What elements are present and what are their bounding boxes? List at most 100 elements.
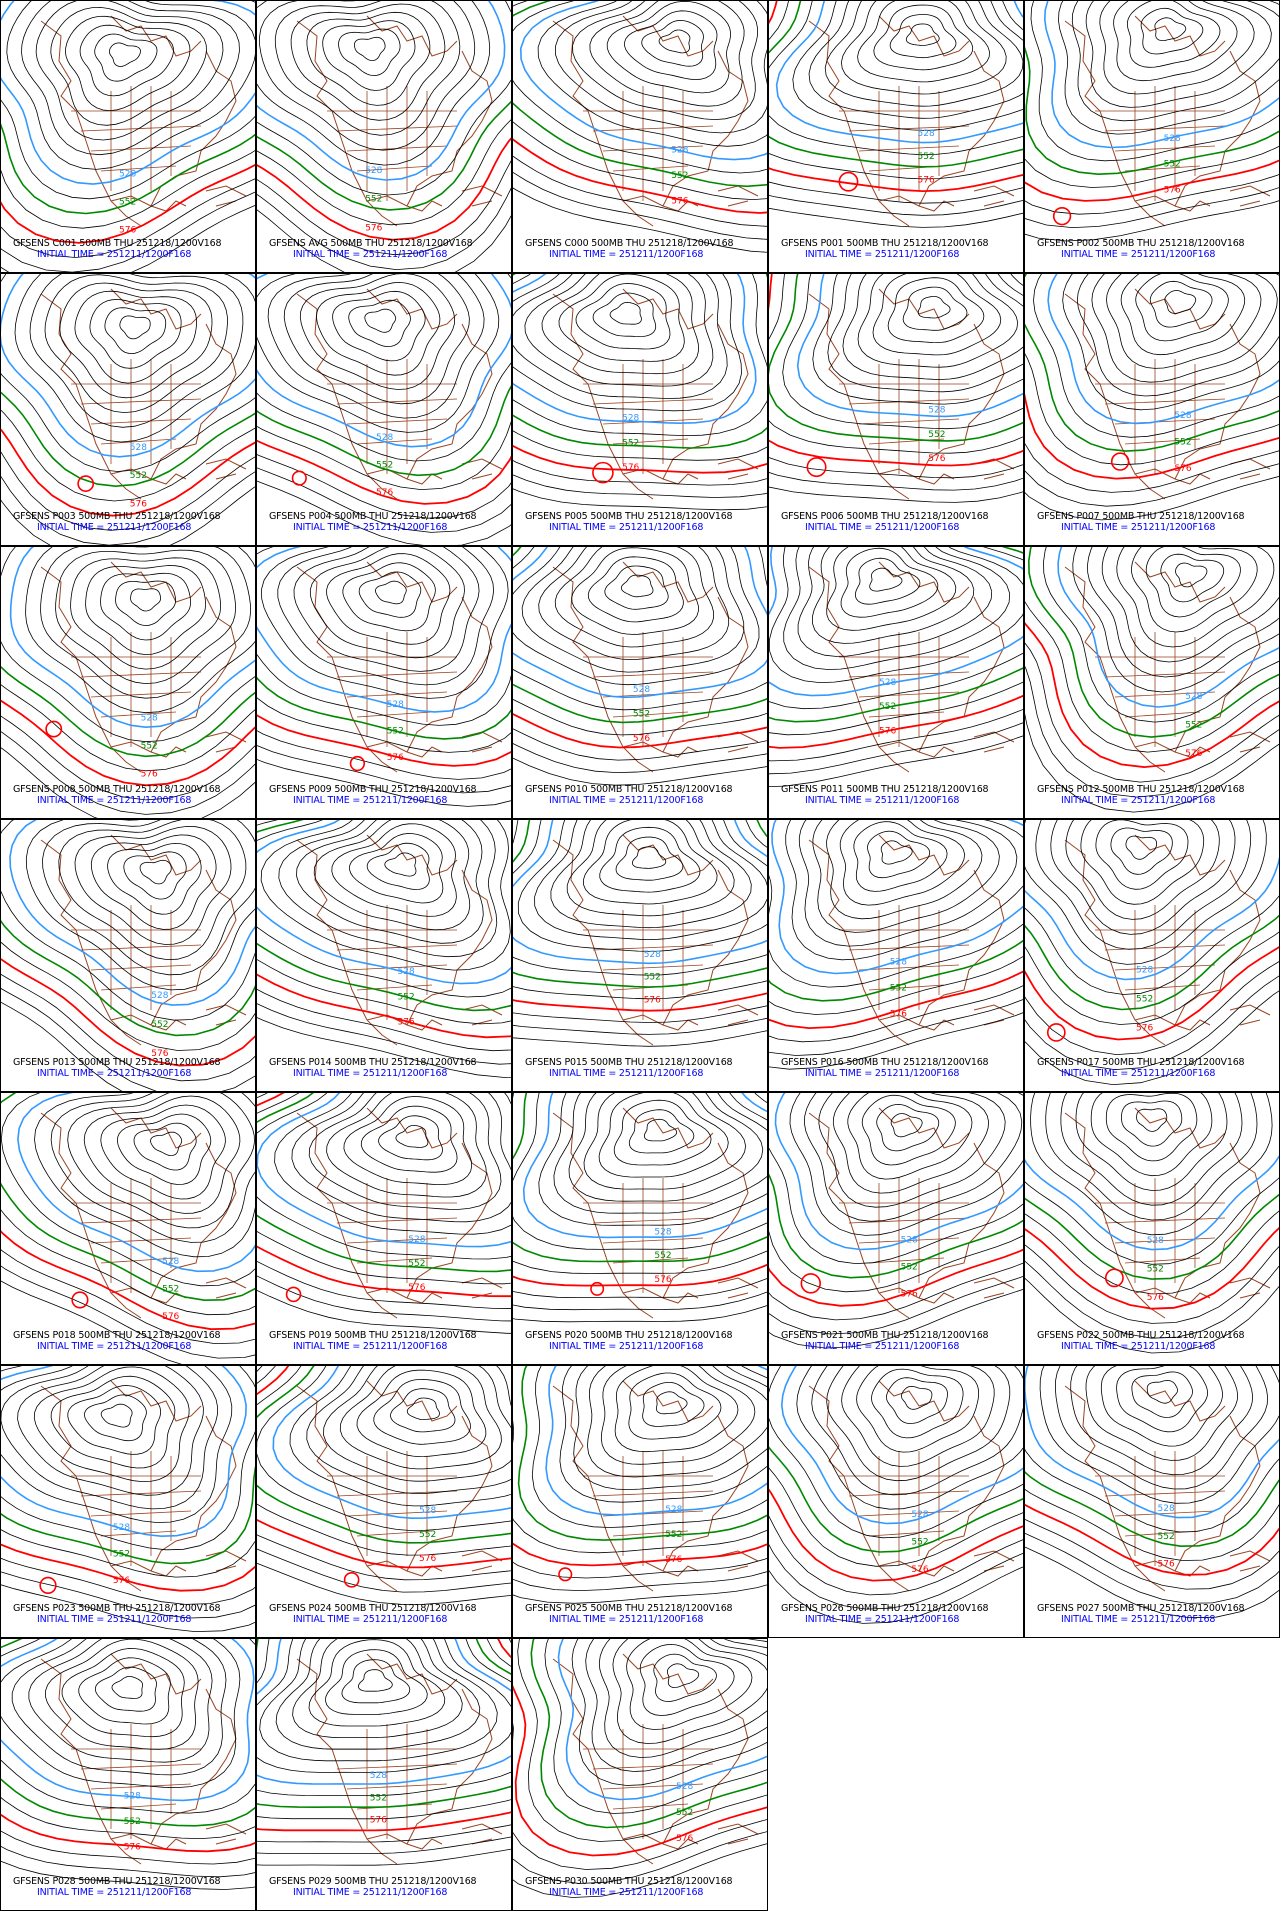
- height-contour: [257, 160, 511, 256]
- contour-576: [257, 137, 511, 241]
- contour-552-label: 552: [665, 1530, 682, 1540]
- height-contour: [308, 1093, 502, 1210]
- height-contour: [609, 301, 642, 325]
- coastline: [40, 288, 247, 500]
- contour-576: [513, 1542, 767, 1567]
- coastline: [552, 834, 759, 1046]
- height-contour: [59, 282, 213, 399]
- height-contour: [1121, 1100, 1183, 1147]
- height-contour: [373, 1378, 471, 1445]
- initial-time: INITIAL TIME = 251211/1200F168: [805, 1614, 960, 1625]
- height-contour: [513, 460, 767, 486]
- initial-time: INITIAL TIME = 251211/1200F168: [1061, 249, 1216, 260]
- contour-576-label: 576: [141, 769, 158, 779]
- contour-576: [1025, 622, 1279, 769]
- closed-576-contour: [77, 475, 95, 493]
- height-contour: [1025, 895, 1279, 995]
- height-contour: [1035, 820, 1252, 950]
- height-contour: [67, 1093, 255, 1229]
- height-contour: [1, 486, 255, 545]
- height-contour: [769, 547, 1023, 684]
- map-panel-p030: 528 552 576 GFSENS P030 500MB THU 251218/12…: [512, 1638, 768, 1911]
- contour-528-label: 528: [119, 169, 136, 179]
- state-borders: [71, 359, 202, 474]
- initial-time: INITIAL TIME = 251211/1200F168: [37, 522, 192, 533]
- contour-552: [1, 665, 255, 758]
- contour-576: [1, 958, 255, 1067]
- height-contour: [1025, 1448, 1279, 1533]
- height-contour: [769, 1093, 1023, 1265]
- height-contour: [541, 274, 700, 375]
- contour-576-label: 576: [911, 1565, 928, 1575]
- panel-title: GFSENS P010 500MB THU 251218/1200V168: [525, 784, 733, 795]
- height-contour: [513, 743, 767, 774]
- panel-title: GFSENS P024 500MB THU 251218/1200V168: [269, 1603, 477, 1614]
- height-contour: [900, 1385, 933, 1410]
- height-contour: [832, 1093, 990, 1194]
- panel-title: GFSENS P020 500MB THU 251218/1200V168: [525, 1330, 733, 1341]
- height-contour: [14, 274, 255, 443]
- contour-576: [1025, 1503, 1279, 1576]
- height-contour: [67, 1385, 162, 1455]
- state-borders: [839, 359, 970, 474]
- contour-552-label: 552: [671, 171, 688, 181]
- panel-title: GFSENS P003 500MB THU 251218/1200V168: [13, 511, 221, 522]
- closed-576-contour: [45, 720, 63, 738]
- height-contour: [259, 1639, 498, 1762]
- panel-title: GFSENS P005 500MB THU 251218/1200V168: [525, 511, 733, 522]
- state-borders: [839, 86, 970, 201]
- coastline: [552, 15, 759, 227]
- height-contour-map: 528 552 576: [513, 820, 767, 1047]
- height-contour-map: 528 552 576: [1025, 1, 1279, 242]
- map-panel-p011: 528 552 576 GFSENS P011 500MB THU 251218/12…: [768, 546, 1024, 819]
- contour-528-label: 528: [676, 1782, 693, 1792]
- initial-time: INITIAL TIME = 251211/1200F168: [1061, 1068, 1216, 1079]
- coastline: [808, 15, 1015, 227]
- height-contour: [769, 681, 1023, 736]
- height-contour: [513, 1843, 767, 1898]
- height-contour-map: 528 552 576: [513, 1093, 767, 1323]
- coastline: [1064, 834, 1271, 1046]
- map-panel-p024: 528 552 576 GFSENS P024 500MB THU 251218/12…: [256, 1365, 512, 1638]
- height-contour: [257, 1836, 511, 1855]
- state-borders: [71, 905, 202, 1020]
- height-contour-map: 528 552 576: [1, 274, 255, 545]
- height-contour: [1, 274, 255, 472]
- panel-title: GFSENS C000 500MB THU 251218/1200V168: [525, 238, 734, 249]
- height-contour: [1025, 443, 1279, 493]
- height-contour: [1, 1366, 219, 1510]
- contour-552-label: 552: [918, 152, 935, 162]
- height-contour: [917, 295, 951, 319]
- height-contour: [902, 286, 968, 331]
- contour-552: [1025, 1193, 1279, 1280]
- height-contour: [306, 11, 431, 106]
- contour-576-label: 576: [622, 463, 639, 473]
- height-contour: [1, 1639, 241, 1789]
- height-contour: [1, 150, 255, 229]
- contour-576-label: 576: [419, 1554, 436, 1564]
- height-contour: [1071, 1, 1279, 122]
- height-contour: [769, 1012, 1023, 1070]
- map-panel-p017: 528 552 576 GFSENS P017 500MB THU 251218/12…: [1024, 819, 1280, 1092]
- height-contour: [1126, 1, 1221, 68]
- height-contour-map: 528 552 576: [1, 1639, 255, 1890]
- map-panel-p023: 528 552 576 GFSENS P023 500MB THU 251218/12…: [0, 1365, 256, 1638]
- closed-576-contour: [806, 457, 827, 478]
- contour-528-label: 528: [365, 166, 382, 176]
- contour-528: [1025, 1366, 1279, 1519]
- contour-528-label: 528: [151, 991, 168, 1001]
- contour-528-label: 528: [1164, 134, 1181, 144]
- height-contour: [889, 14, 957, 59]
- contour-576: [1, 163, 255, 244]
- height-contour-map: 528 552 576: [513, 1366, 767, 1604]
- initial-time: INITIAL TIME = 251211/1200F168: [37, 1887, 192, 1898]
- height-contour: [1, 1571, 255, 1619]
- height-contour: [769, 874, 1023, 988]
- height-contour: [1033, 274, 1279, 438]
- initial-time: INITIAL TIME = 251211/1200F168: [37, 1068, 192, 1079]
- panel-title: GFSENS P028 500MB THU 251218/1200V168: [13, 1876, 221, 1887]
- height-contour: [1080, 820, 1205, 905]
- state-borders: [71, 1178, 202, 1293]
- initial-time: INITIAL TIME = 251211/1200F168: [37, 1341, 192, 1352]
- height-contour: [1154, 17, 1187, 42]
